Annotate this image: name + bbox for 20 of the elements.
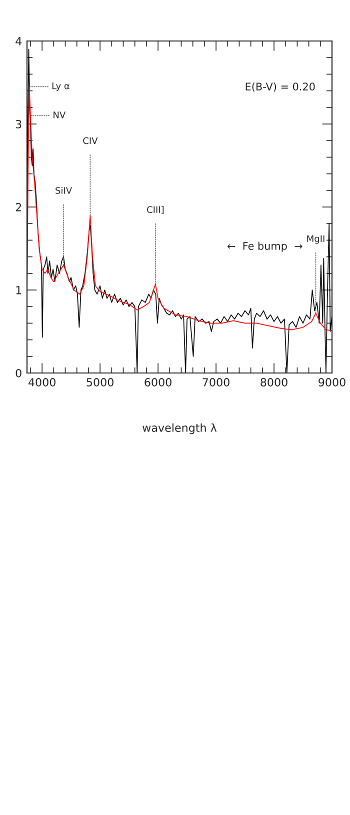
annotation: CIII] bbox=[147, 206, 164, 214]
x-tick-label: 9000 bbox=[318, 378, 346, 386]
y-tick-label: 0 bbox=[16, 368, 22, 378]
x-tick-label: 5000 bbox=[86, 378, 114, 386]
annotation: CIV bbox=[83, 137, 98, 144]
x-tick-label: 7000 bbox=[202, 378, 230, 386]
annotation: NV bbox=[54, 112, 66, 118]
x-tick-label: 6000 bbox=[144, 378, 172, 386]
annotation: Ly α bbox=[52, 82, 70, 92]
x-tick-label: 4000 bbox=[28, 378, 56, 386]
y-tick-label: 4 bbox=[16, 37, 22, 46]
annotation: MgII bbox=[307, 235, 324, 244]
y-tick-label: 3 bbox=[16, 120, 22, 128]
x-tick-label: 8000 bbox=[260, 378, 288, 386]
y-tick-label: 2 bbox=[16, 202, 22, 212]
y-tick-label: 1 bbox=[16, 286, 22, 294]
annotation: ← Fe bump → bbox=[228, 242, 302, 252]
annotation: SiIV bbox=[56, 186, 72, 194]
annotation: E(B-V) = 0.20 bbox=[246, 82, 315, 92]
x-axis-title: wavelength λ bbox=[142, 423, 217, 434]
